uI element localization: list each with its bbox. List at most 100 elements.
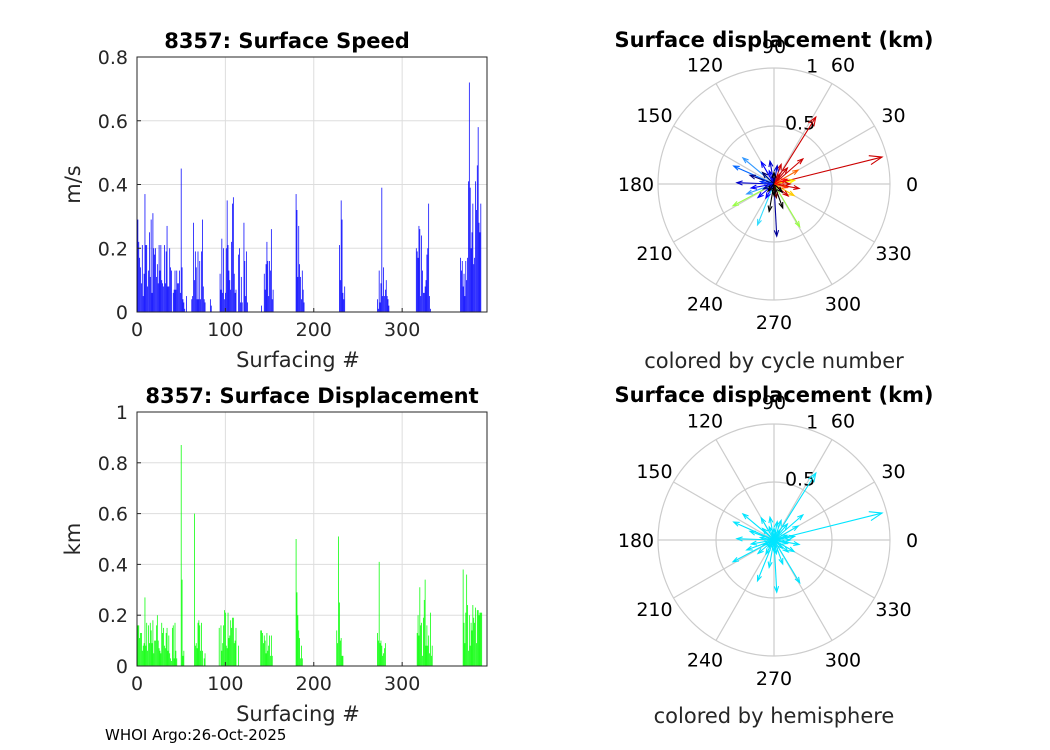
compass1-angle-label: 30 (881, 105, 905, 127)
speed-bar (468, 181, 469, 312)
displacement-bar (429, 653, 430, 666)
speed-bar (268, 296, 270, 312)
displacement-bar (218, 627, 220, 666)
displacement-bar (295, 539, 297, 666)
displacement-xtick-label: 200 (296, 673, 332, 695)
displacement-bar (465, 612, 467, 666)
displacement-bar (300, 658, 301, 666)
speed-bar (339, 280, 341, 312)
speed-bar (377, 308, 379, 312)
displacement-bar (140, 632, 141, 666)
speed-bar (342, 292, 344, 312)
speed-bar (228, 270, 230, 312)
displacement-bar (202, 650, 203, 666)
displacement-bar (263, 643, 264, 666)
compass1-vector (760, 181, 775, 185)
displacement-axes-frame (136, 411, 488, 667)
speed-xtick-label: 200 (296, 319, 332, 341)
compass1-vector-head (771, 170, 777, 179)
displacement-bar (470, 622, 472, 666)
speed-bar (297, 276, 299, 312)
speed-bar (234, 292, 236, 312)
displacement-bar (221, 650, 223, 666)
displacement-ytick-label: 0.8 (98, 453, 128, 475)
displacement-bar (427, 645, 429, 666)
speed-bar (184, 308, 186, 312)
displacement-bar (199, 625, 201, 666)
compass2-vector-head (732, 521, 740, 527)
compass1-vector-head (793, 184, 801, 191)
speed-bar (377, 299, 378, 312)
compass2-vector (763, 539, 775, 546)
compass2-caption: colored by hemisphere (654, 704, 895, 728)
speed-bar (387, 299, 389, 312)
displacement-bar (384, 648, 385, 666)
speed-bar (172, 292, 174, 312)
displacement-bar (425, 645, 427, 666)
compass2-spoke (715, 539, 775, 641)
speed-bar (209, 299, 211, 312)
speed-bar (385, 280, 387, 312)
compass1-vector-head (868, 155, 884, 165)
speed-bar (145, 245, 147, 312)
speed-bar (265, 264, 267, 312)
displacement-title: 8357: Surface Displacement (145, 384, 478, 408)
displacement-bar (168, 635, 170, 666)
speed-bar (384, 296, 385, 312)
compass2-spoke (673, 539, 775, 599)
speed-bar (415, 248, 417, 312)
displacement-ytick-label: 0.6 (98, 504, 128, 526)
displacement-bar (195, 643, 197, 666)
compass1-vector-head (741, 156, 749, 164)
speed-bar (238, 254, 240, 312)
compass1-angle-label: 0 (906, 174, 918, 196)
speed-bar (169, 248, 171, 312)
speed-bar (298, 225, 300, 312)
compass2-vector-head (749, 540, 758, 546)
speed-bar (422, 292, 424, 312)
speed-bar (467, 257, 468, 312)
displacement-bar (377, 640, 379, 666)
displacement-bar (426, 625, 428, 666)
speed-bar (427, 248, 429, 312)
compass2-vector (762, 528, 775, 541)
compass2-angle-label: 180 (618, 530, 654, 552)
displacement-bar (238, 645, 240, 666)
compass1-vector-head (776, 186, 784, 194)
speed-bar (296, 210, 298, 312)
speed-bar (380, 283, 382, 312)
speed-bar (167, 286, 169, 312)
compass1-angle-label: 270 (756, 312, 792, 334)
displacement-bar (299, 638, 301, 666)
speed-bar (388, 305, 390, 312)
displacement-bar (228, 638, 230, 666)
speed-bar (210, 305, 212, 312)
compass2-vector (773, 539, 784, 565)
speed-bar (222, 292, 224, 312)
compass2-vector-head (781, 534, 789, 540)
displacement-bar (271, 655, 273, 666)
speed-bar (147, 286, 148, 312)
compass2-vector-head (748, 530, 757, 536)
displacement-bar (150, 630, 152, 666)
compass2-vector (773, 539, 801, 584)
compass2-vector-head (792, 525, 800, 532)
speed-bar (148, 270, 149, 312)
displacement-bar (182, 655, 184, 666)
compass1-vector (760, 161, 775, 185)
displacement-bar (156, 625, 157, 666)
compass1-vector-head (748, 174, 757, 180)
displacement-bar (418, 635, 420, 666)
displacement-xtick-label: 100 (207, 673, 243, 695)
displacement-bar (204, 653, 206, 666)
speed-bar (225, 248, 227, 312)
compass1-spoke (715, 183, 775, 285)
displacement-bar (381, 645, 383, 666)
compass2-vector-head (773, 585, 780, 594)
compass2-vector-head (788, 546, 796, 553)
displacement-bar (466, 574, 468, 666)
compass1-angle-label: 60 (831, 54, 855, 76)
displacement-bar (233, 643, 235, 666)
displacement-bar (164, 645, 165, 666)
displacement-bar (230, 620, 232, 666)
